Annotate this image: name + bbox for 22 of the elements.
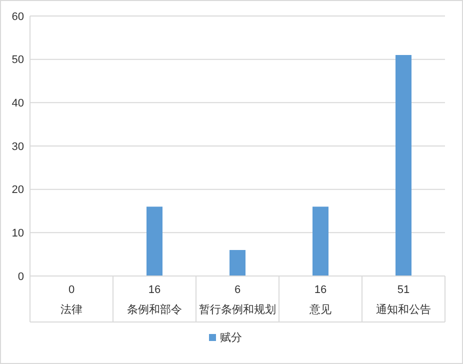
- bar: [312, 206, 328, 276]
- data-label: 16: [314, 284, 327, 296]
- data-label: 0: [68, 284, 75, 296]
- x-tick-label: 意见: [308, 303, 332, 316]
- y-tick-label: 20: [12, 184, 24, 196]
- y-tick-label: 40: [12, 98, 24, 110]
- y-tick-label: 0: [18, 270, 24, 283]
- y-tick-label: 60: [12, 10, 24, 23]
- y-tick-label: 10: [12, 228, 24, 240]
- legend-label: 赋分: [220, 332, 242, 344]
- data-label: 16: [148, 284, 161, 296]
- data-label: 51: [397, 284, 410, 296]
- x-tick-label: 条例和部令: [127, 303, 182, 316]
- data-label: 6: [234, 284, 241, 296]
- x-tick-label: 通知和公告: [376, 303, 431, 316]
- x-tick-label: 法律: [60, 303, 82, 316]
- bar: [396, 55, 412, 276]
- x-tick-label: 暂行条例和规划: [199, 303, 276, 316]
- y-tick-label: 30: [12, 140, 24, 153]
- y-tick-label: 50: [12, 54, 24, 66]
- bar: [146, 206, 162, 276]
- bar: [230, 250, 246, 276]
